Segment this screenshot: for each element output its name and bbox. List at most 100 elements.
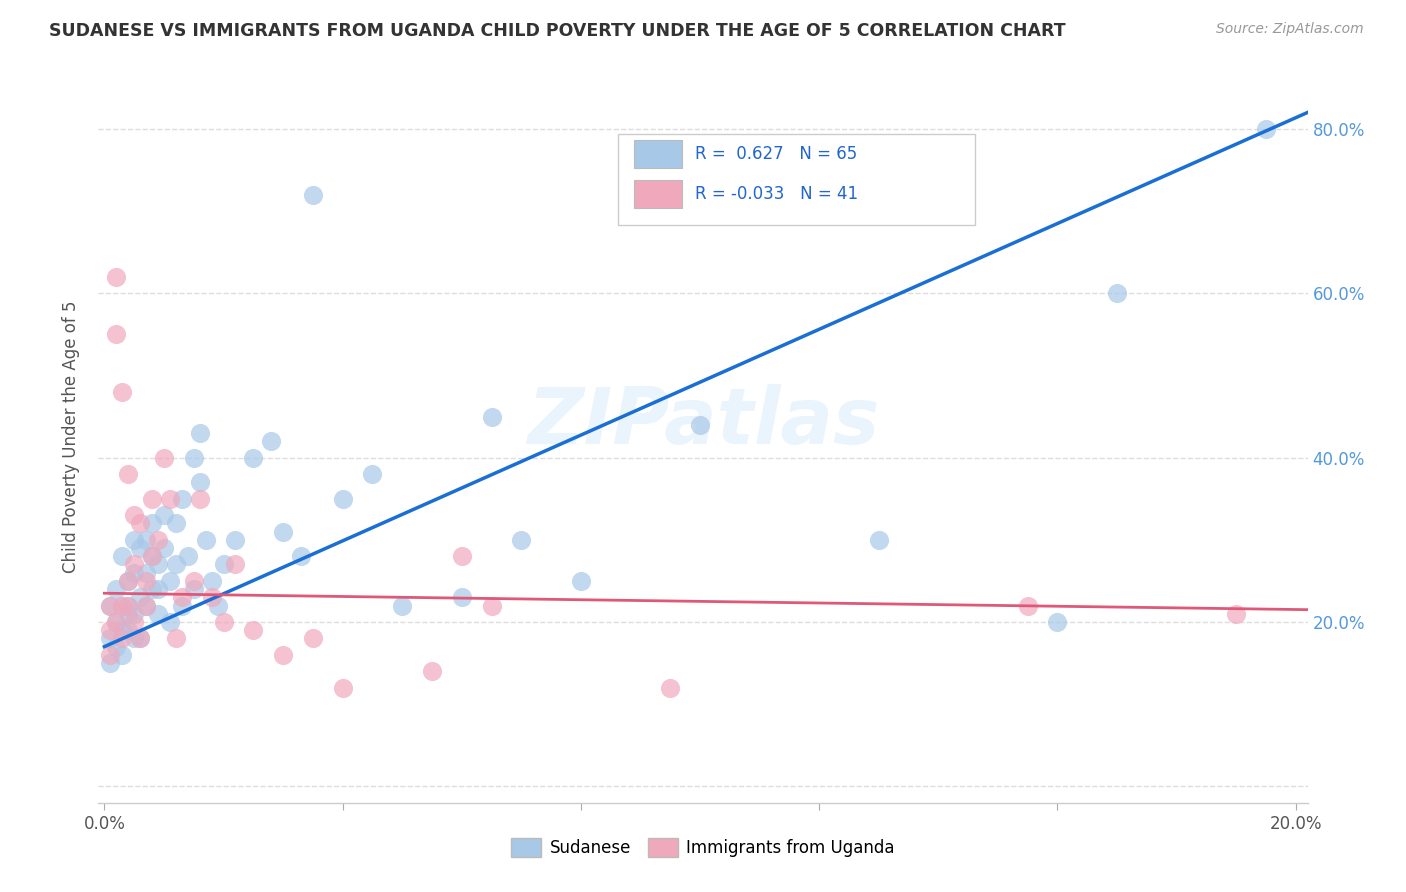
Point: [135, 566, 157, 580]
Point: [290, 549, 312, 564]
Point: [146, 582, 169, 596]
Point: [188, 491, 211, 506]
Text: R =  0.627   N = 65: R = 0.627 N = 65: [695, 145, 856, 163]
Point: [117, 574, 139, 588]
Point: [200, 574, 222, 588]
Point: [165, 632, 187, 646]
Point: [242, 450, 264, 465]
Point: [141, 549, 163, 564]
Point: [212, 615, 235, 629]
Point: [332, 681, 354, 695]
Point: [194, 533, 217, 547]
Text: ZIPatlas: ZIPatlas: [527, 384, 879, 460]
Point: [332, 491, 354, 506]
Point: [117, 599, 139, 613]
Point: [159, 491, 181, 506]
Point: [146, 533, 169, 547]
Point: [111, 599, 134, 613]
Point: [188, 425, 211, 440]
Point: [224, 533, 246, 547]
Point: [105, 640, 128, 654]
Point: [302, 632, 325, 646]
Point: [111, 599, 134, 613]
Y-axis label: Child Poverty Under the Age of 5: Child Poverty Under the Age of 5: [62, 301, 80, 574]
Point: [122, 508, 145, 523]
Point: [183, 574, 205, 588]
Point: [122, 632, 145, 646]
FancyBboxPatch shape: [634, 180, 682, 208]
Point: [135, 574, 157, 588]
Point: [569, 574, 592, 588]
Point: [117, 599, 139, 613]
Point: [242, 624, 264, 638]
Point: [122, 566, 145, 580]
Point: [260, 434, 283, 449]
Point: [510, 533, 533, 547]
Point: [122, 558, 145, 572]
Point: [129, 632, 152, 646]
Point: [98, 599, 121, 613]
Point: [98, 656, 121, 670]
Point: [159, 574, 181, 588]
Point: [146, 558, 169, 572]
Point: [122, 533, 145, 547]
Point: [177, 549, 200, 564]
Text: Source: ZipAtlas.com: Source: ZipAtlas.com: [1216, 22, 1364, 37]
Text: SUDANESE VS IMMIGRANTS FROM UGANDA CHILD POVERTY UNDER THE AGE OF 5 CORRELATION : SUDANESE VS IMMIGRANTS FROM UGANDA CHILD…: [49, 22, 1066, 40]
Point: [170, 491, 193, 506]
Point: [1225, 607, 1247, 621]
Point: [271, 524, 294, 539]
Point: [141, 491, 163, 506]
Point: [450, 549, 472, 564]
Point: [868, 533, 890, 547]
Point: [111, 384, 134, 399]
Point: [1105, 286, 1128, 301]
Point: [1017, 599, 1039, 613]
Text: R = -0.033   N = 41: R = -0.033 N = 41: [695, 186, 858, 203]
Point: [129, 541, 152, 555]
FancyBboxPatch shape: [634, 140, 682, 168]
Point: [165, 558, 187, 572]
Point: [481, 409, 503, 424]
Point: [450, 591, 472, 605]
Point: [153, 450, 176, 465]
Point: [159, 615, 181, 629]
Point: [141, 582, 163, 596]
Point: [129, 591, 152, 605]
Point: [129, 632, 152, 646]
Legend: Sudanese, Immigrants from Uganda: Sudanese, Immigrants from Uganda: [505, 831, 901, 864]
Point: [135, 533, 157, 547]
Point: [183, 582, 205, 596]
Point: [271, 648, 294, 662]
Point: [1046, 615, 1069, 629]
Point: [122, 607, 145, 621]
Point: [420, 665, 443, 679]
Point: [105, 582, 128, 596]
Point: [117, 624, 139, 638]
Point: [105, 615, 128, 629]
Point: [117, 574, 139, 588]
Point: [689, 417, 711, 432]
Point: [391, 599, 413, 613]
Point: [302, 187, 325, 202]
Point: [170, 591, 193, 605]
Point: [1254, 121, 1277, 136]
Point: [141, 549, 163, 564]
Point: [224, 558, 246, 572]
Point: [117, 607, 139, 621]
Point: [146, 607, 169, 621]
Point: [135, 599, 157, 613]
Point: [212, 558, 235, 572]
Point: [141, 516, 163, 531]
Point: [481, 599, 503, 613]
Point: [122, 615, 145, 629]
Point: [111, 632, 134, 646]
Point: [111, 648, 134, 662]
Point: [98, 599, 121, 613]
Point: [105, 327, 128, 342]
Point: [183, 450, 205, 465]
Point: [188, 475, 211, 490]
Point: [111, 549, 134, 564]
Point: [105, 269, 128, 284]
Point: [200, 591, 222, 605]
